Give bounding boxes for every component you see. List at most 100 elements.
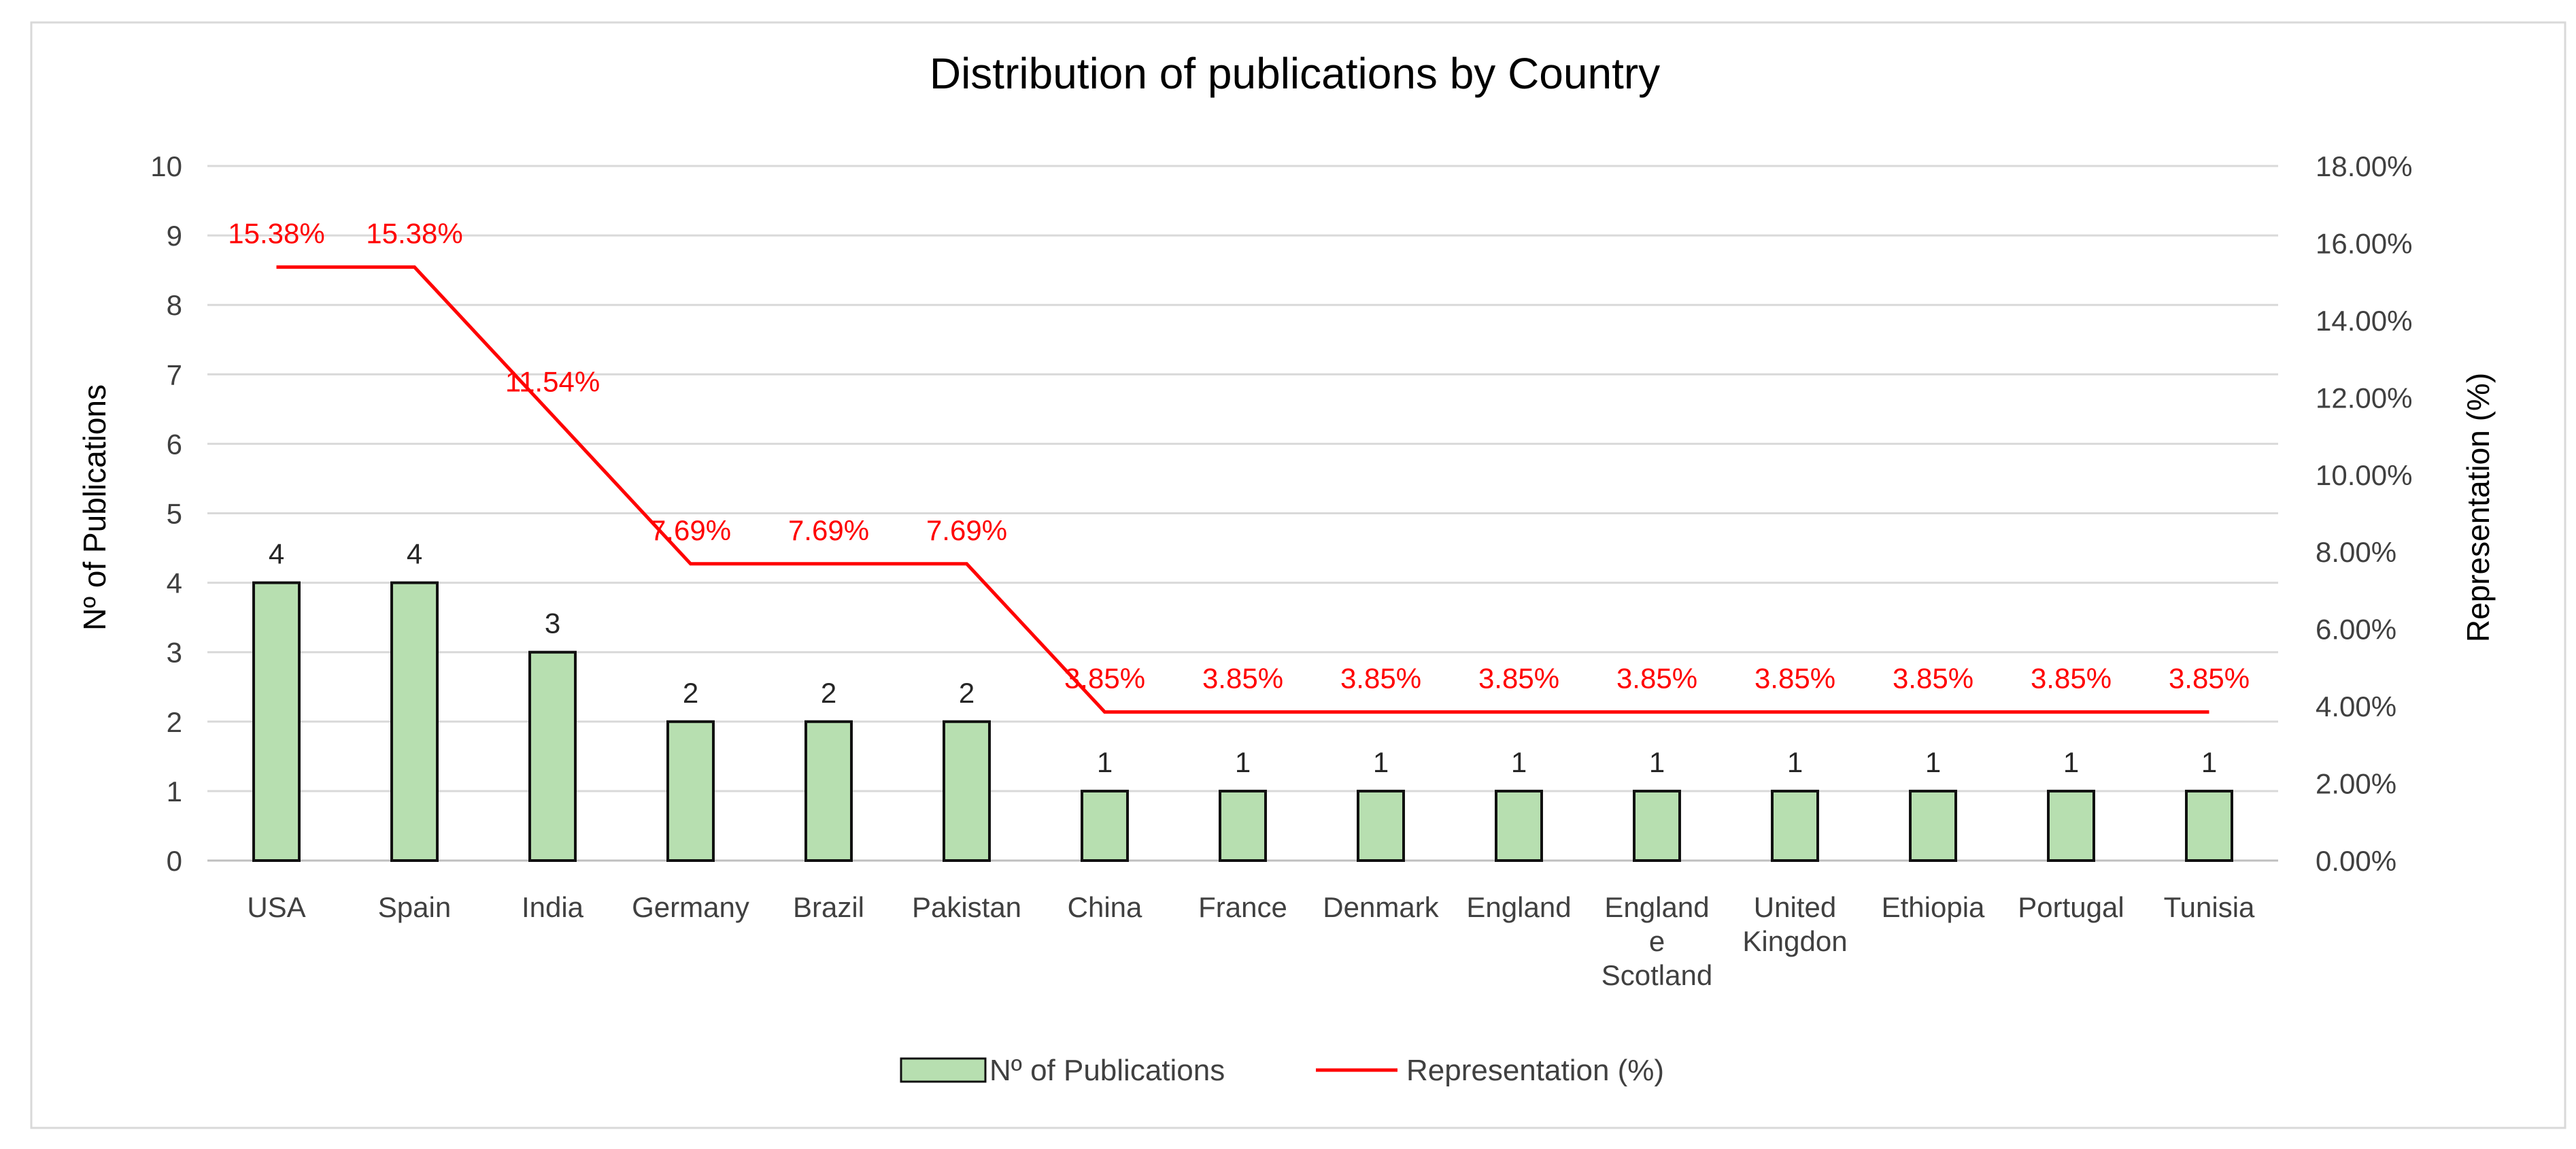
bar-data-label: 2 <box>959 677 975 709</box>
y-left-tick-label: 5 <box>167 498 182 530</box>
y-right-tick-label: 4.00% <box>2316 690 2396 722</box>
bar-data-label: 2 <box>821 677 836 709</box>
representation-line <box>276 265 2209 714</box>
x-tick-label: USA <box>247 891 305 923</box>
x-tick-label: Scotland <box>1601 959 1712 991</box>
bar <box>666 720 715 863</box>
bar-data-label: 2 <box>683 677 698 709</box>
bar <box>1495 789 1543 863</box>
line-data-label: 3.85% <box>1340 663 1421 695</box>
y-left-tick-label: 6 <box>167 428 182 460</box>
bar-data-label: 1 <box>2063 746 2079 778</box>
line-data-label: 3.85% <box>2169 663 2250 695</box>
bar <box>528 650 577 862</box>
x-tick-label: e <box>1649 925 1665 957</box>
line-data-label: 7.69% <box>788 514 869 546</box>
bar <box>2047 789 2095 863</box>
x-axis-tick-labels: USA Spain India Germany Brazil Pakistan China F… <box>247 891 2255 991</box>
x-tick-label: India <box>522 891 584 923</box>
line-data-label: 3.85% <box>1064 663 1145 695</box>
bar <box>1357 789 1405 863</box>
bar <box>943 720 991 863</box>
x-tick-label: China <box>1068 891 1142 923</box>
y-right-tick-label: 18.00% <box>2316 150 2412 182</box>
line-data-label: 11.54% <box>505 365 600 397</box>
bar <box>1081 789 1129 863</box>
bar <box>252 581 301 862</box>
y-left-tick-label: 0 <box>167 845 182 877</box>
chart-frame <box>30 21 2566 1129</box>
bar-data-labels: 4 4 3 2 2 2 1 1 1 1 1 1 1 1 1 <box>269 538 2217 778</box>
bar <box>1909 789 1957 863</box>
y-left-tick-label: 2 <box>167 706 182 738</box>
y-left-tick-label: 4 <box>167 567 182 599</box>
line-data-label: 7.69% <box>926 514 1007 546</box>
bar <box>804 720 853 863</box>
y-right-tick-label: 0.00% <box>2316 845 2396 877</box>
y-left-tick-label: 1 <box>167 776 182 807</box>
bar-data-label: 4 <box>269 538 284 570</box>
y-axis-right-ticks: 0.00% 2.00% 4.00% 6.00% 8.00% 10.00% 12.00% 14.… <box>2316 150 2412 877</box>
bar-data-label: 1 <box>1511 746 1527 778</box>
y-axis-left-title: Nº of Publications <box>77 384 112 631</box>
y-left-tick-label: 9 <box>167 220 182 252</box>
line-data-label: 3.85% <box>1755 663 1835 695</box>
y-axis-right-title: Representation (%) <box>2460 373 2496 642</box>
bar-data-label: 1 <box>1373 746 1389 778</box>
x-tick-label: Spain <box>378 891 451 923</box>
y-axis-left-ticks: 0 1 2 3 4 5 6 7 8 9 10 <box>150 150 182 877</box>
y-left-tick-label: 8 <box>167 289 182 321</box>
line-data-labels: 15.38% 15.38% 11.54% 7.69% 7.69% 7.69% 3.85% 3.… <box>228 218 2250 695</box>
chart-title: Distribution of publications by Country <box>930 49 1660 98</box>
y-right-tick-label: 14.00% <box>2316 305 2412 337</box>
y-right-tick-label: 16.00% <box>2316 227 2412 259</box>
bar <box>1219 789 1267 863</box>
bar-data-label: 1 <box>1097 746 1113 778</box>
y-right-tick-label: 8.00% <box>2316 536 2396 568</box>
x-tick-label: Ethiopia <box>1882 891 1985 923</box>
line-data-label: 3.85% <box>1616 663 1697 695</box>
x-tick-label: Kingdon <box>1742 925 1847 957</box>
bar-data-label: 1 <box>1235 746 1251 778</box>
legend-swatch-bar <box>900 1057 987 1083</box>
line-data-label: 15.38% <box>366 218 462 250</box>
line-data-label: 3.85% <box>1478 663 1559 695</box>
bar-data-label: 1 <box>1787 746 1803 778</box>
bar-data-label: 4 <box>407 538 422 570</box>
bar-data-label: 1 <box>1649 746 1665 778</box>
y-right-tick-label: 10.00% <box>2316 459 2412 491</box>
bars <box>252 581 2233 863</box>
y-right-tick-label: 2.00% <box>2316 768 2396 800</box>
line-data-label: 15.38% <box>228 218 324 250</box>
bar <box>390 581 439 862</box>
y-left-tick-label: 10 <box>150 150 182 182</box>
x-tick-label: Denmark <box>1323 891 1439 923</box>
x-tick-label: England <box>1466 891 1571 923</box>
bar <box>1771 789 1819 863</box>
line-data-label: 7.69% <box>650 514 731 546</box>
legend-label-representation: Representation (%) <box>1406 1054 1664 1087</box>
x-tick-label: England <box>1604 891 1709 923</box>
bar <box>1633 789 1681 863</box>
bar <box>2185 789 2233 863</box>
bar-data-label: 1 <box>1925 746 1941 778</box>
x-tick-label: Germany <box>632 891 749 923</box>
x-tick-label: Pakistan <box>912 891 1021 923</box>
line-data-label: 3.85% <box>1202 663 1283 695</box>
x-tick-label: Tunisia <box>2164 891 2255 923</box>
line-data-label: 3.85% <box>2031 663 2112 695</box>
x-tick-label: Portugal <box>2018 891 2124 923</box>
y-left-tick-label: 3 <box>167 637 182 669</box>
legend: Nº of Publications Representation (%) <box>900 1054 1664 1087</box>
x-tick-label: United <box>1754 891 1836 923</box>
y-left-tick-label: 7 <box>167 359 182 390</box>
bar-data-label: 1 <box>2201 746 2217 778</box>
x-tick-label: France <box>1198 891 1287 923</box>
y-right-tick-label: 12.00% <box>2316 382 2412 414</box>
x-tick-label: Brazil <box>793 891 864 923</box>
line-data-label: 3.85% <box>1893 663 1973 695</box>
bar-data-label: 3 <box>545 607 560 639</box>
legend-label-publications: Nº of Publications <box>989 1054 1225 1087</box>
y-right-tick-label: 6.00% <box>2316 614 2396 646</box>
